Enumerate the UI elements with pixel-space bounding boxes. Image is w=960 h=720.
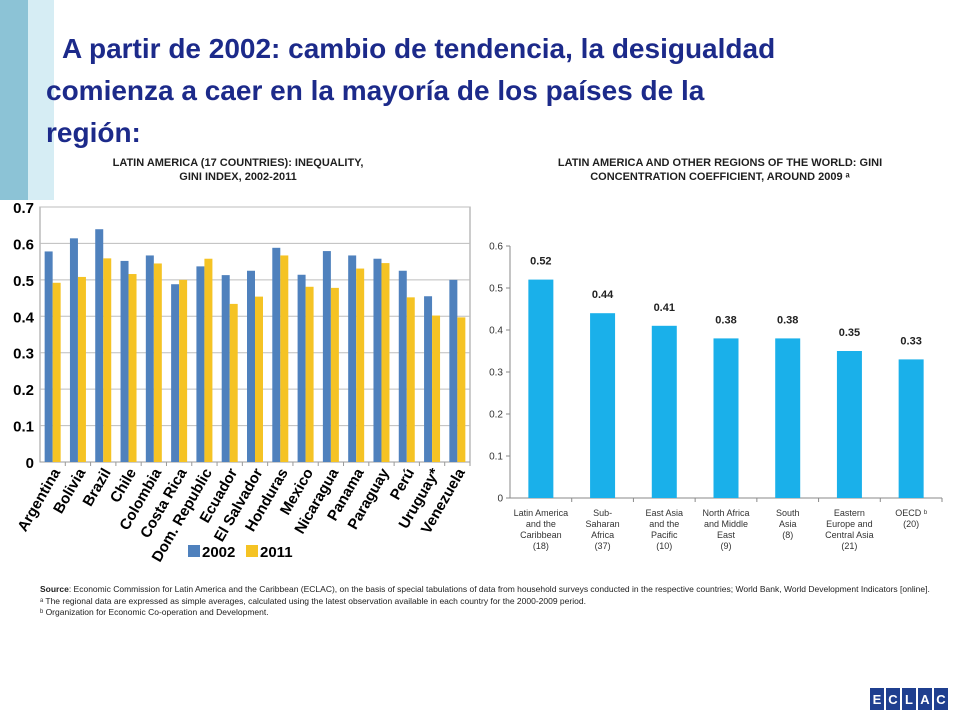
chart2-value-label: 0.52 [530,256,551,268]
chart2-category-label: Latin America and the Caribbean (18) [514,508,569,551]
chart1-bar-2002 [373,258,382,462]
title-line-1: A partir de 2002: cambio de tendencia, l… [62,33,776,64]
chart1-bar-2002 [120,260,129,462]
decorative-bar [0,0,28,200]
chart2-title: LATIN AMERICA AND OTHER REGIONS OF THE W… [510,156,930,184]
chart1-bar-2011 [330,287,339,462]
chart2-value-label: 0.44 [592,289,614,301]
chart2-value-label: 0.41 [654,302,675,314]
chart1-bar-2011 [305,286,314,462]
chart2-bar [775,338,801,498]
slide-title: A partir de 2002: cambio de tendencia, l… [46,28,946,154]
chart2-y-tick-label: 0.2 [489,410,503,421]
chart1-y-tick-label: 0.3 [13,346,34,363]
chart1-bar-2011 [280,255,289,462]
chart1-bar-2002 [322,251,331,462]
chart1-legend-swatch-2002 [188,545,200,557]
chart2-category-label: OECD ᵇ (20) [895,508,928,529]
chart1-bar-2011 [77,276,86,462]
logo-letter: C [886,688,900,710]
source-label: Source [40,584,69,594]
chart1-bar-2002 [69,238,78,462]
chart1-y-tick-label: 0.2 [13,382,34,399]
chart2-y-tick-label: 0.3 [489,368,503,379]
chart1-bar-2002 [44,251,53,462]
chart1-bar-2011 [255,296,263,462]
logo-letter: C [934,688,948,710]
chart2-y-tick-label: 0.4 [489,326,503,337]
chart1-y-tick-label: 0.5 [13,273,34,290]
chart2-bar [590,313,616,498]
chart1-bar-2002 [348,255,357,462]
chart2-value-label: 0.35 [839,327,860,339]
note-b: ᵇ Organization for Economic Co-operation… [40,607,269,617]
chart1-title: LATIN AMERICA (17 COUNTRIES): INEQUALITY… [70,156,406,184]
chart2-category-label: East Asia and the Pacific (10) [646,508,684,551]
chart1-y-tick-label: 0.4 [13,309,35,326]
chart1-bar-2002 [398,270,407,462]
chart1-bar-2011 [128,274,137,462]
chart1-bar-2002 [449,279,458,462]
source-text: : Economic Commission for Latin America … [68,584,930,594]
chart2-title-line-2: CONCENTRATION COEFFICIENT, AROUND 2009 ᵃ [590,171,850,183]
chart1-bar-2002 [95,229,104,462]
chart1-title-line-2: GINI INDEX, 2002-2011 [179,171,297,183]
source-line: Source: Economic Commission for Latin Am… [40,584,940,596]
chart1-bar-2002 [145,255,154,462]
chart2-bar [528,279,554,498]
logo-letter: E [870,688,884,710]
eclac-logo: E C L A C [870,688,948,710]
chart2-y-tick-label: 0.1 [489,452,503,463]
chart1-y-tick-label: 0.7 [13,200,34,217]
chart1-bar-2011 [432,315,441,462]
chart1-bar-2002 [297,274,306,462]
title-line-2: comienza a caer en la mayoría de los paí… [46,75,705,106]
chart2-value-label: 0.38 [715,314,736,326]
chart1-bar-2002 [247,270,255,462]
chart1-y-tick-label: 0.6 [13,236,34,253]
chart2-y-tick-label: 0.5 [489,284,503,295]
chart2-category-label: Sub-Saharan Africa (37) [586,508,620,551]
chart1-bar-2011 [457,317,466,462]
chart1-bar-2011 [179,279,188,462]
note-a: ᵃ The regional data are expressed as sim… [40,595,586,606]
chart2-category-label: Eastern Europe and Central Asia (21) [825,508,874,551]
chart2-value-label: 0.38 [777,314,798,326]
chart1-bar-2002 [221,275,230,462]
chart2-bar [898,359,924,498]
chart2-bar [651,325,677,498]
chart1-bar-2002 [424,296,433,462]
chart2-bar [836,351,862,498]
chart1-bar-2002 [171,284,180,462]
chart1-bar-2011 [381,263,390,462]
chart1-bar-2002 [196,266,205,462]
source-notes: Source: Economic Commission for Latin Am… [40,584,940,619]
chart1-legend-label-2011: 2011 [260,544,293,561]
chart2-y-tick-label: 0.6 [489,242,503,253]
chart1-y-tick-label: 0.1 [13,419,34,436]
chart2-value-label: 0.33 [900,335,921,347]
chart1-bar-2002 [272,247,281,462]
chart1-bar-2011 [229,303,238,462]
chart1-bar-2011 [406,297,415,462]
chart1-bar-2011 [356,268,365,462]
chart1-bar-2011 [52,282,61,462]
chart1-legend-swatch-2011 [246,545,258,557]
chart2-category-label: North Africa and Middle East (9) [702,508,749,551]
chart2-bar [713,338,739,498]
logo-letter: A [918,688,932,710]
chart1-bar-2011 [204,258,213,462]
chart2-y-tick-label: 0 [497,494,503,505]
title-line-3: región: [46,117,141,148]
chart2-category-label: South Asia (8) [776,508,800,540]
chart1-legend-label-2002: 2002 [202,544,235,561]
chart1-title-line-1: LATIN AMERICA (17 COUNTRIES): INEQUALITY… [112,157,364,169]
chart1-bar-2011 [153,263,162,462]
chart1-y-tick-label: 0 [26,455,34,472]
decorative-bar-light [28,0,54,200]
chart1-bar-2011 [103,258,112,462]
logo-letter: L [902,688,916,710]
chart2-title-line-1: LATIN AMERICA AND OTHER REGIONS OF THE W… [557,157,883,169]
